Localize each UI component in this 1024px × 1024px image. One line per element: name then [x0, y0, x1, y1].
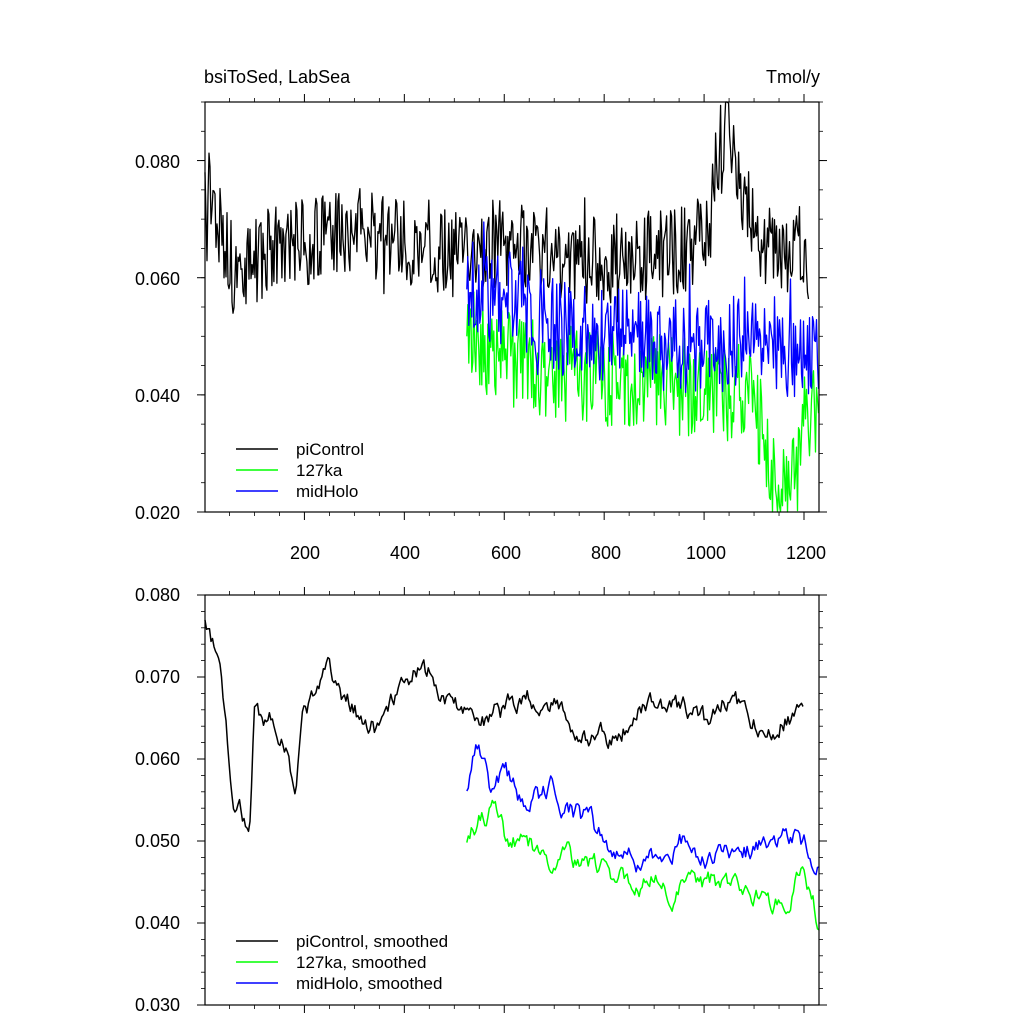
panel-smoothed: 0.080 0.070 0.060 0.050 0.040 0.030 piCo… — [135, 585, 827, 1015]
x-tick-label: 1000 — [686, 543, 726, 563]
axis-ticks — [197, 587, 827, 1013]
y-tick-label: 0.080 — [135, 585, 180, 605]
y-tick-label: 0.050 — [135, 831, 180, 851]
y-tick-label: 0.070 — [135, 667, 180, 687]
plot-frame — [204, 101, 820, 513]
plot-frame — [204, 594, 820, 1006]
x-tick-label: 400 — [390, 543, 420, 563]
panel-raw: bsiToSed, LabSea Tmol/y 0.080 0.060 0.04… — [135, 67, 827, 563]
legend-label: midHolo — [296, 482, 358, 501]
series-line-127ka — [466, 291, 820, 513]
y-tick-label: 0.030 — [135, 995, 180, 1015]
units-label: Tmol/y — [766, 67, 820, 87]
legend: piControl 127ka midHolo — [236, 440, 364, 501]
series-line-midholo-smoothed — [466, 744, 820, 876]
legend-label: 127ka, smoothed — [296, 953, 426, 972]
legend-label: 127ka — [296, 461, 343, 480]
chart-title: bsiToSed, LabSea — [204, 67, 351, 87]
y-tick-label: 0.060 — [135, 749, 180, 769]
series-line-midholo — [466, 221, 820, 398]
axis-ticks — [197, 94, 827, 520]
x-tick-label: 1200 — [786, 543, 826, 563]
series-line-picontrol-smoothed — [204, 619, 804, 833]
y-tick-label: 0.080 — [135, 152, 180, 172]
legend-label: piControl — [296, 440, 364, 459]
legend-label: midHolo, smoothed — [296, 974, 442, 993]
y-tick-label: 0.040 — [135, 913, 180, 933]
series-group — [204, 619, 820, 931]
legend-label: piControl, smoothed — [296, 932, 448, 951]
legend: piControl, smoothed 127ka, smoothed midH… — [236, 932, 448, 993]
series-line-127ka-smoothed — [466, 799, 820, 931]
series-group — [204, 101, 820, 513]
series-line-picontrol — [204, 101, 810, 323]
y-tick-label: 0.020 — [135, 503, 180, 523]
y-tick-label: 0.040 — [135, 386, 180, 406]
y-tick-label: 0.060 — [135, 269, 180, 289]
x-tick-label: 600 — [491, 543, 521, 563]
x-tick-label: 800 — [591, 543, 621, 563]
x-tick-label: 200 — [290, 543, 320, 563]
